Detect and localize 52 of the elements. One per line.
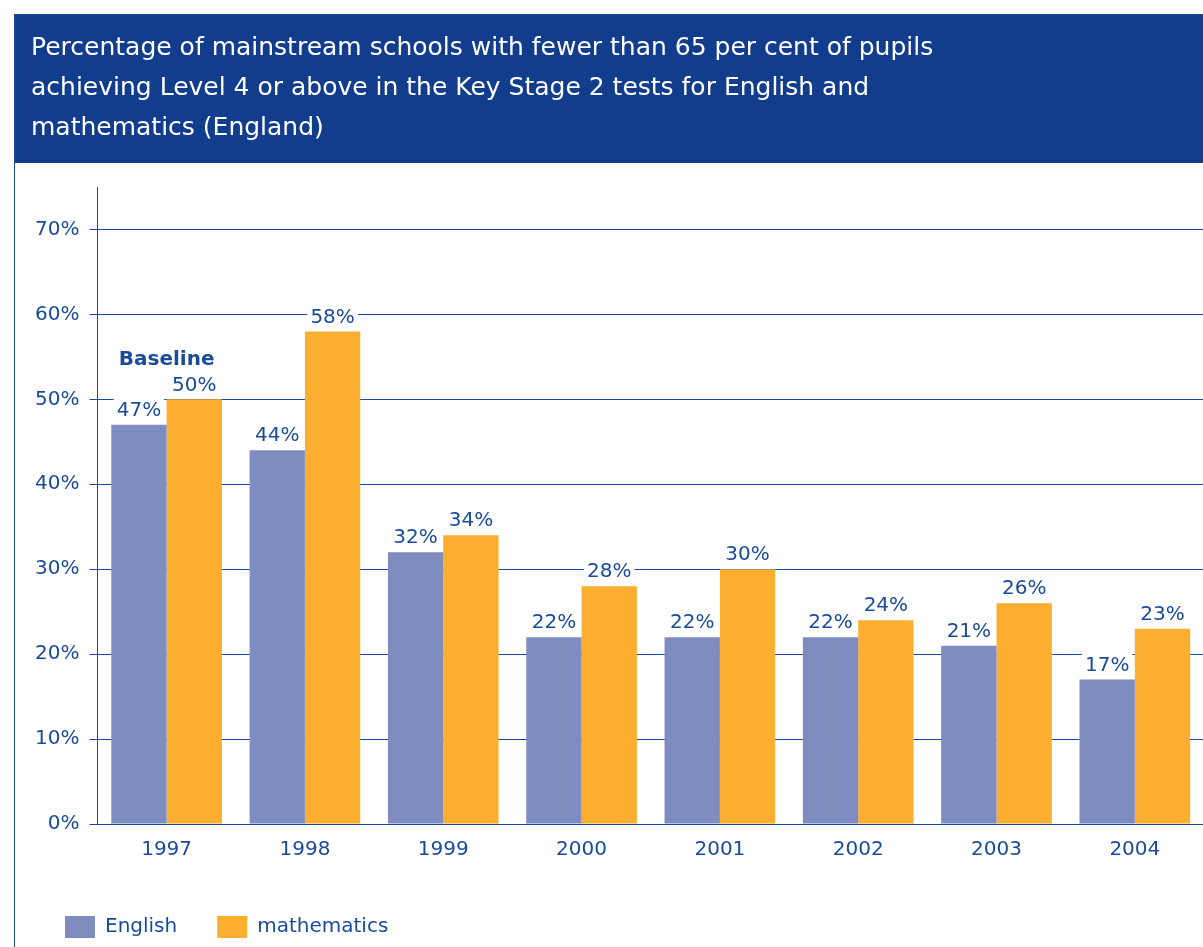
data-label: 26%: [1001, 575, 1047, 600]
bar: [1134, 628, 1191, 824]
y-tick-label: 70%: [35, 215, 80, 240]
x-tick-label: 2001: [694, 836, 746, 861]
data-label: 47%: [116, 397, 162, 422]
data-label: 30%: [725, 541, 770, 566]
bar: [581, 586, 637, 824]
data-label: 58%: [310, 303, 355, 328]
x-tick-label: 2002: [832, 836, 884, 861]
bar: [304, 331, 361, 824]
data-label: 32%: [393, 524, 438, 549]
bar: [802, 637, 859, 824]
data-label: 21%: [946, 617, 992, 642]
data-label: 22%: [670, 609, 715, 634]
data-label: 50%: [172, 371, 217, 396]
legend-label: mathematics: [257, 913, 389, 938]
data-label: 34%: [448, 507, 494, 532]
x-tick-label: 1999: [417, 836, 469, 861]
chart-title: Percentage of mainstream schools with fewer than 65 per cent of pupils achieving Level 4 or above in the Key Stage 2 tests for English and mathematics (England): [31, 31, 935, 143]
data-label: 24%: [863, 592, 909, 617]
data-label: 22%: [531, 609, 577, 634]
bar: [111, 424, 167, 824]
bar: [443, 535, 499, 824]
data-label: 22%: [808, 609, 853, 634]
bar: [387, 552, 444, 824]
x-tick-label: 1998: [279, 836, 331, 861]
bar: [166, 399, 222, 824]
data-label: 28%: [587, 558, 632, 583]
data-label: 23%: [1140, 600, 1185, 625]
x-tick-label: 2004: [1109, 836, 1161, 861]
bar: [858, 620, 914, 824]
y-tick-label: 30%: [35, 555, 80, 580]
bar: [249, 450, 305, 824]
y-tick-label: 0%: [47, 810, 80, 835]
y-tick-label: 50%: [35, 385, 80, 410]
y-tick-label: 40%: [35, 470, 80, 495]
data-label: 44%: [255, 422, 300, 447]
y-tick-label: 60%: [35, 300, 80, 325]
annotation: Baseline: [118, 345, 215, 370]
bar: [719, 569, 776, 824]
bar: [996, 603, 1052, 824]
y-tick-label: 10%: [35, 725, 80, 750]
x-tick-label: 2000: [556, 836, 608, 861]
x-tick-label: 2003: [971, 836, 1022, 861]
x-tick-label: 1997: [141, 836, 193, 861]
data-label: 17%: [1084, 651, 1130, 676]
legend-label: English: [105, 913, 178, 938]
bar: [664, 637, 720, 824]
y-tick-label: 20%: [35, 640, 80, 665]
bar: [526, 637, 582, 824]
bar: [941, 645, 997, 824]
bar: [1079, 679, 1135, 824]
